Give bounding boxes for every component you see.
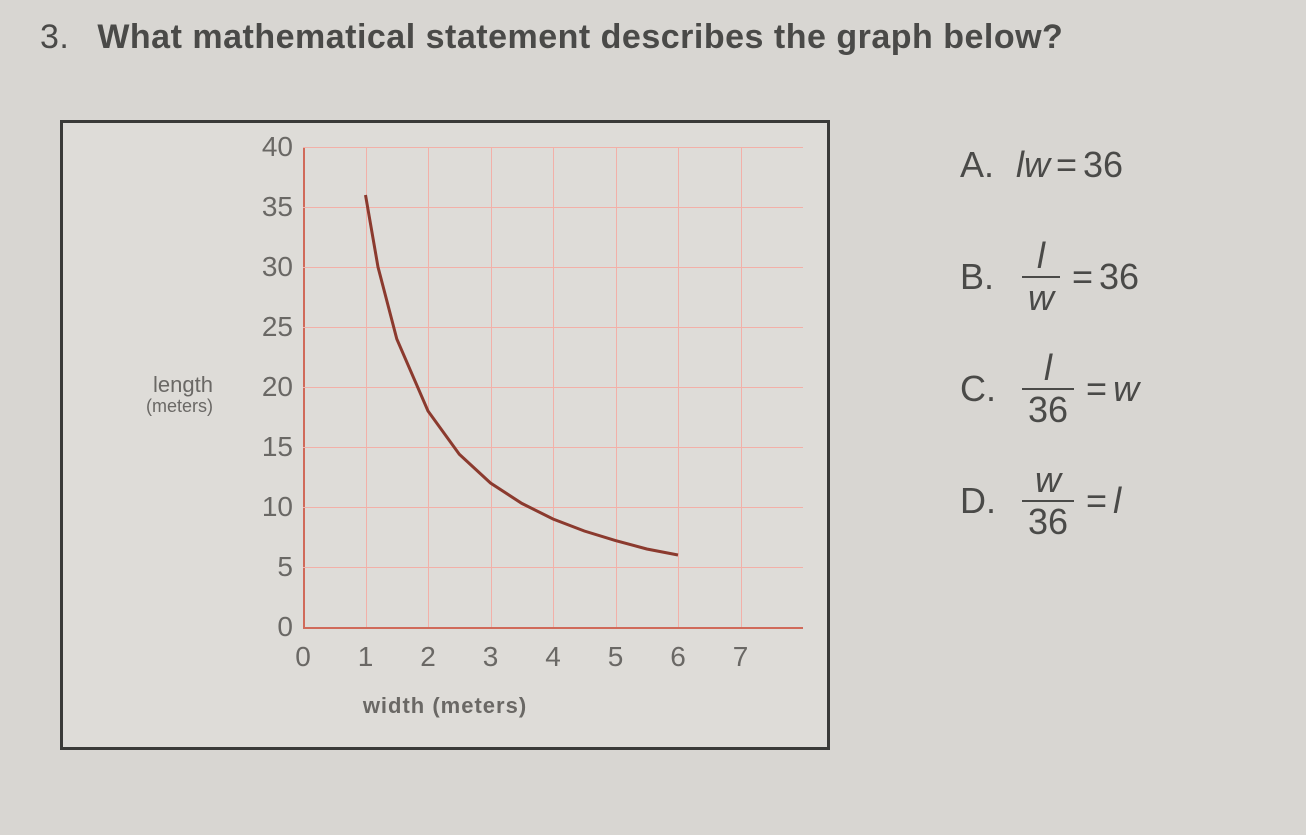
option-a-letter: A.	[960, 144, 1016, 186]
option-b-fraction: l w	[1022, 238, 1060, 316]
option-b-frac-top: l	[1031, 238, 1051, 276]
option-b-letter: B.	[960, 256, 1016, 298]
x-tick-label: 7	[733, 641, 749, 673]
page: 3. What mathematical statement describes…	[0, 0, 1306, 835]
x-tick-label: 4	[545, 641, 561, 673]
option-d-letter: D.	[960, 480, 1016, 522]
option-c-frac-bot: 36	[1022, 390, 1074, 428]
option-d: D. w 36 = l	[960, 466, 1139, 536]
gridline-horizontal	[303, 267, 803, 268]
gridline-horizontal	[303, 207, 803, 208]
option-d-fraction: w 36	[1022, 462, 1074, 540]
option-d-frac-bot: 36	[1022, 502, 1074, 540]
y-tick-label: 10	[233, 491, 293, 523]
y-axis-label-main: length	[153, 372, 213, 397]
y-tick-label: 35	[233, 191, 293, 223]
option-b-right: 36	[1099, 256, 1139, 298]
plot-area	[303, 147, 803, 627]
option-b-eq: =	[1072, 256, 1093, 298]
y-axis-label: length (meters)	[83, 373, 213, 417]
option-b: B. l w = 36	[960, 242, 1139, 312]
gridline-horizontal	[303, 567, 803, 568]
x-tick-label: 6	[670, 641, 686, 673]
option-a-right: 36	[1083, 144, 1123, 186]
gridline-horizontal	[303, 147, 803, 148]
question-text: What mathematical statement describes th…	[97, 18, 1063, 56]
option-d-frac-top: w	[1029, 462, 1067, 500]
option-c-frac-top: l	[1038, 350, 1058, 388]
y-tick-label: 30	[233, 251, 293, 283]
option-c: C. l 36 = w	[960, 354, 1139, 424]
option-d-right: l	[1113, 480, 1121, 522]
option-a: A. lw = 36	[960, 130, 1139, 200]
option-a-eq: =	[1056, 144, 1077, 186]
gridline-horizontal	[303, 447, 803, 448]
y-axis-label-sub: (meters)	[83, 397, 213, 417]
option-c-letter: C.	[960, 368, 1016, 410]
option-c-right: w	[1113, 368, 1139, 410]
option-a-left: lw	[1016, 144, 1050, 186]
gridline-horizontal	[303, 327, 803, 328]
gridline-horizontal	[303, 387, 803, 388]
x-tick-label: 1	[358, 641, 374, 673]
x-tick-label: 2	[420, 641, 436, 673]
question-number: 3.	[40, 18, 69, 56]
y-tick-label: 5	[233, 551, 293, 583]
curve-path	[366, 195, 679, 555]
y-tick-label: 20	[233, 371, 293, 403]
question-line: 3. What mathematical statement describes…	[40, 18, 1063, 57]
x-axis-line	[303, 627, 803, 629]
chart-container: length (meters) width (meters) 051015202…	[60, 120, 830, 750]
y-tick-label: 40	[233, 131, 293, 163]
x-tick-label: 5	[608, 641, 624, 673]
x-tick-label: 3	[483, 641, 499, 673]
gridline-horizontal	[303, 507, 803, 508]
x-tick-label: 0	[295, 641, 311, 673]
option-d-eq: =	[1086, 480, 1107, 522]
y-tick-label: 25	[233, 311, 293, 343]
option-c-eq: =	[1086, 368, 1107, 410]
option-c-fraction: l 36	[1022, 350, 1074, 428]
y-tick-label: 0	[233, 611, 293, 643]
x-axis-label: width (meters)	[63, 693, 827, 719]
answer-options: A. lw = 36 B. l w = 36 C. l 36 = w	[960, 130, 1139, 578]
option-b-frac-bot: w	[1022, 278, 1060, 316]
y-tick-label: 15	[233, 431, 293, 463]
